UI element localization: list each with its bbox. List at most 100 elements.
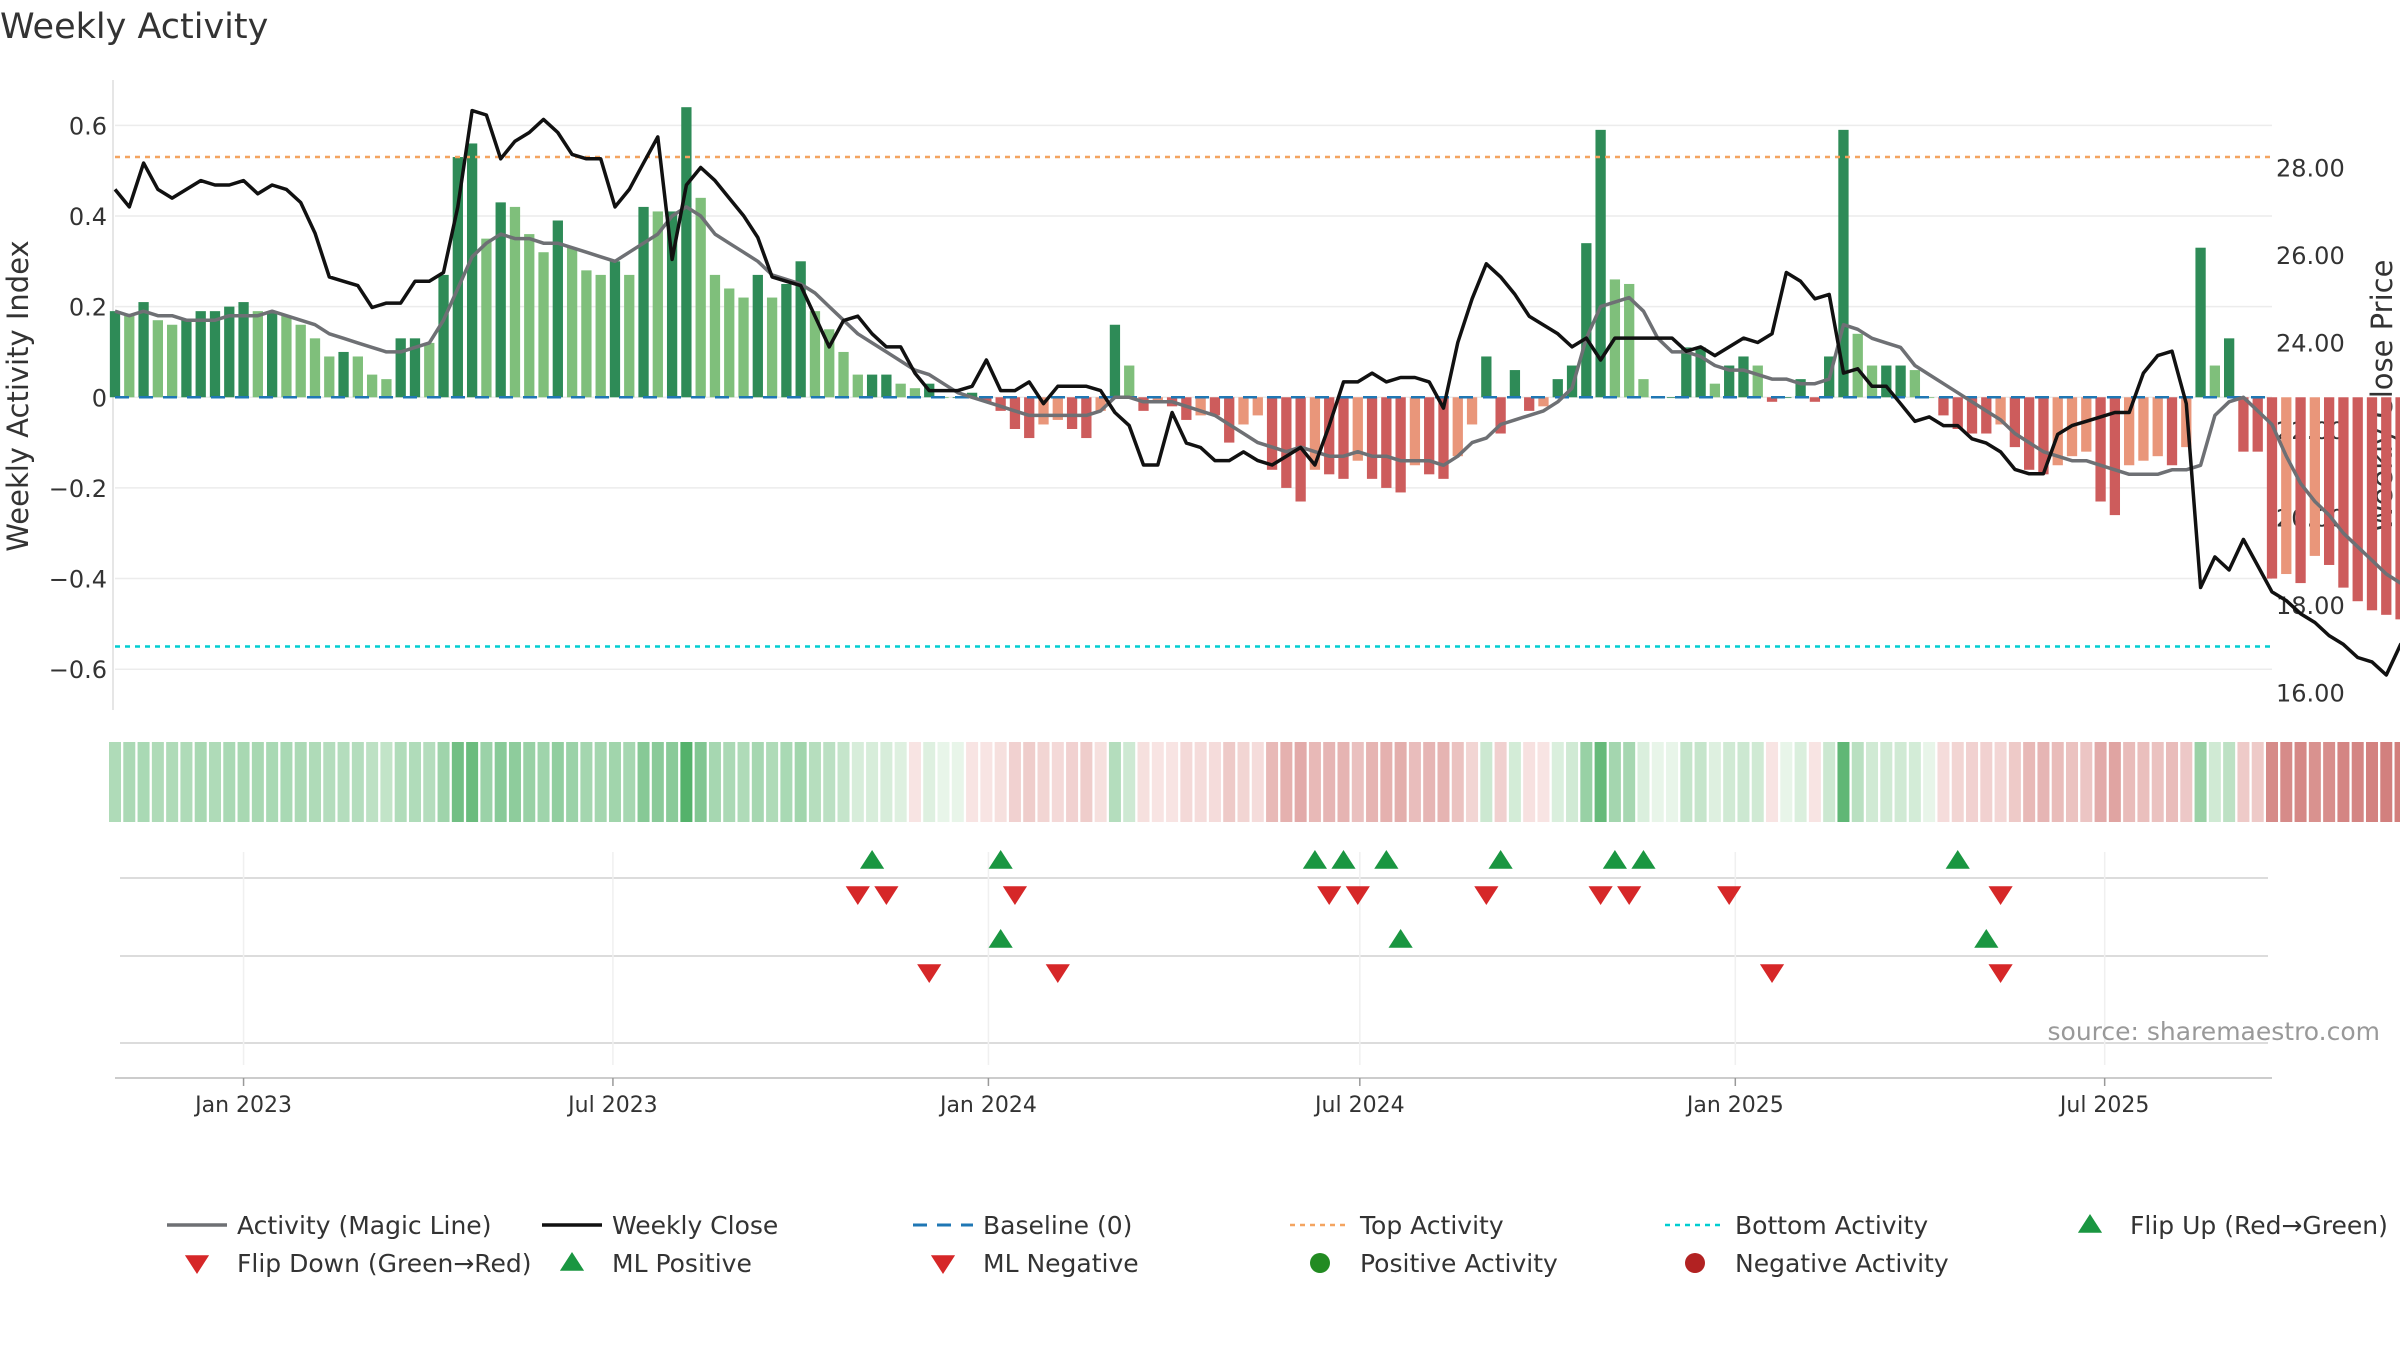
activity-bar: [2224, 338, 2235, 398]
y-axis-label: Weekly Activity Index: [1, 240, 35, 551]
band-cell: [1608, 742, 1621, 822]
flip-down-marker: [1474, 886, 1499, 905]
band-cell: [1780, 742, 1793, 822]
flip-down-marker: [1717, 886, 1742, 905]
band-cell: [2151, 742, 2164, 822]
legend-label: ML Positive: [612, 1249, 752, 1278]
band-cell: [1237, 742, 1250, 822]
activity-bar: [1238, 397, 1249, 425]
activity-bar: [409, 338, 421, 398]
band-cell: [1466, 742, 1479, 822]
band-cell: [1194, 742, 1207, 822]
flip-up-marker: [1945, 850, 1970, 869]
activity-bar: [1881, 365, 1892, 398]
band-cell: [794, 742, 807, 822]
activity-bar: [2266, 397, 2278, 579]
band-cell: [137, 742, 150, 822]
y-axis-ticks: 0.6 0.4 0.2 0 −0.2 −0.4 −0.6: [49, 112, 107, 684]
flip-down-marker: [1002, 886, 1028, 905]
y-tick-label: −0.2: [49, 475, 107, 503]
band-cell: [1623, 742, 1636, 822]
band-cell: [951, 742, 964, 822]
band-cell: [2223, 742, 2236, 822]
activity-bar: [1309, 397, 1321, 470]
x-tick-label: Jul 2023: [566, 1093, 658, 1118]
activity-bar: [2252, 397, 2263, 452]
y2-tick-label: 16.00: [2276, 680, 2345, 708]
activity-bar: [1009, 397, 1021, 429]
band-cell: [1937, 742, 1950, 822]
activity-bar: [1081, 397, 1092, 439]
band-cell: [1294, 742, 1307, 822]
legend-swatch-triangle-up: [559, 1252, 585, 1271]
band-cell: [1494, 742, 1507, 822]
legend-swatch-circle: [1685, 1253, 1705, 1273]
band-cell: [1051, 742, 1064, 822]
band-cell: [366, 742, 379, 822]
activity-bar: [1366, 397, 1378, 479]
activity-bar: [2209, 365, 2221, 398]
activity-bar: [2309, 397, 2320, 556]
band-cell: [1637, 742, 1650, 822]
band-cell: [880, 742, 893, 822]
y2-tick-label: 18.00: [2276, 592, 2345, 620]
activity-bar: [1266, 397, 1278, 470]
activity-bar: [352, 356, 363, 398]
band-cell: [980, 742, 993, 822]
legend-swatch-triangle-up: [2077, 1214, 2103, 1233]
band-cell: [151, 742, 164, 822]
activity-bar: [166, 324, 178, 398]
activity-bar: [2366, 397, 2378, 611]
band-cell: [723, 742, 736, 822]
flip-up-marker: [1331, 850, 1356, 869]
band-cell: [766, 742, 779, 822]
band-cell: [708, 742, 721, 822]
flip-up-marker: [1631, 850, 1656, 869]
activity-bar: [981, 397, 992, 402]
band-cell: [2194, 742, 2207, 822]
band-cell: [1266, 742, 1279, 822]
band-cell: [1537, 742, 1550, 822]
activity-bar: [1724, 365, 1735, 398]
activity-bar: [2124, 397, 2135, 466]
band-cell: [966, 742, 979, 822]
activity-bar: [466, 143, 478, 398]
activity-bar: [295, 324, 306, 398]
activity-bars: [109, 107, 2400, 620]
band-cell: [666, 742, 679, 822]
band-cell: [1094, 742, 1107, 822]
activity-bar: [809, 311, 821, 398]
activity-bar: [424, 342, 435, 398]
activity-bar: [995, 397, 1006, 411]
band-cell: [1851, 742, 1864, 822]
activity-bar: [1666, 397, 1678, 399]
legend-label: Bottom Activity: [1735, 1211, 1928, 1240]
activity-bar: [866, 374, 878, 398]
band-cell: [2080, 742, 2093, 822]
band-cell: [1823, 742, 1836, 822]
ml-negative-marker: [917, 964, 942, 983]
band-cell: [1923, 742, 1936, 822]
activity-bar: [2052, 397, 2063, 466]
activity-bar: [2024, 397, 2035, 470]
band-cell: [694, 742, 707, 822]
flip-up-marker: [1374, 850, 1399, 869]
band-cell: [837, 742, 850, 822]
band-cell: [337, 742, 350, 822]
band-cell: [1694, 742, 1707, 822]
activity-bar: [2081, 397, 2092, 452]
band-cell: [1251, 742, 1264, 822]
band-cell: [1366, 742, 1379, 822]
ml-positive-marker: [1388, 929, 1413, 948]
activity-bar: [1352, 397, 1363, 461]
activity-bar: [2323, 397, 2335, 565]
band-cell: [2266, 742, 2278, 822]
band-cell: [1351, 742, 1364, 822]
band-cell: [1223, 742, 1236, 822]
band-cell: [1151, 742, 1164, 822]
activity-bar: [109, 311, 121, 398]
band-cell: [1394, 742, 1407, 822]
band-cell: [280, 742, 293, 822]
activity-bar: [1709, 383, 1721, 398]
